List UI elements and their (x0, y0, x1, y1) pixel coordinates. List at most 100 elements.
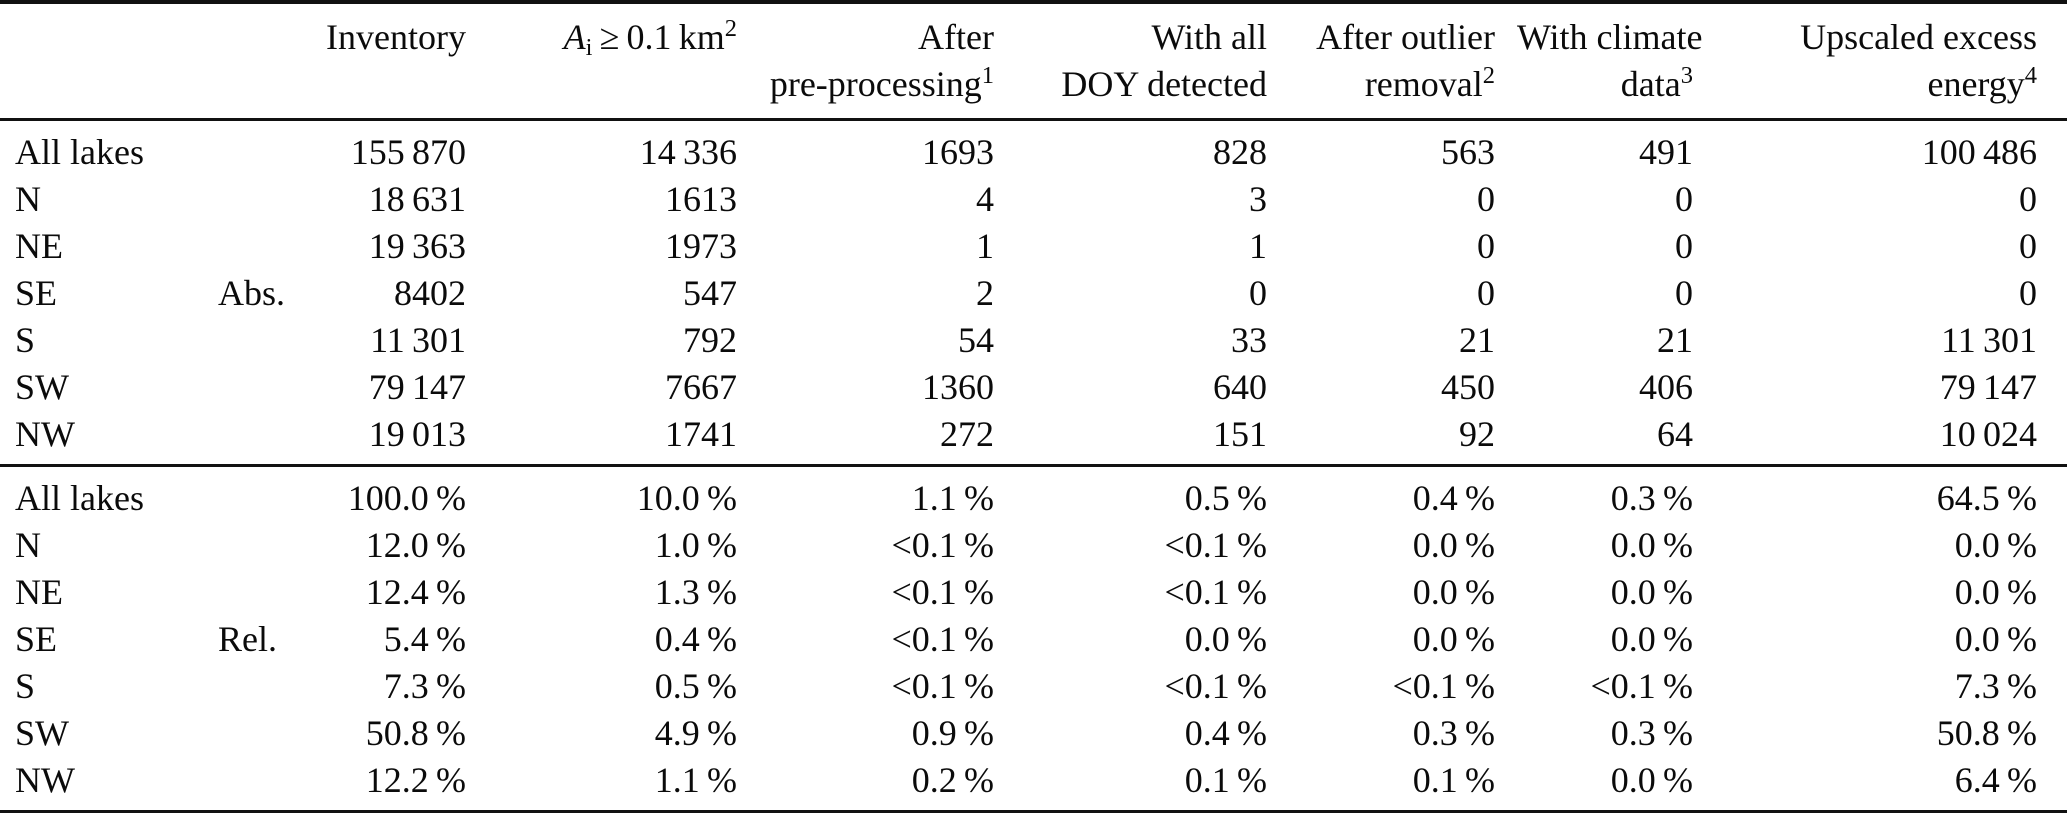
value-cell: 0 (1477, 225, 1495, 266)
value-cell: 79 147 (1939, 366, 2037, 407)
region-cell: SW (15, 366, 69, 407)
value-cell: 4.9 % (654, 712, 737, 753)
value-cell: 21 (1459, 319, 1495, 360)
value-cell: 1741 (665, 413, 737, 454)
value-cell: 792 (683, 319, 737, 360)
value-cell: 0.0 % (1954, 571, 2037, 612)
value-cell: 50.8 % (365, 712, 466, 753)
value-cell: 491 (1639, 131, 1693, 172)
value-cell: 563 (1441, 131, 1495, 172)
value-cell: 7667 (665, 366, 737, 407)
value-cell: 450 (1441, 366, 1495, 407)
value-cell: 0.1 % (1184, 759, 1267, 800)
col-header-inventory: Inventory (280, 2, 488, 120)
value-cell: 0.5 % (654, 665, 737, 706)
value-cell: 0.4 % (654, 618, 737, 659)
absolute-values-section: All lakes 155 870 14 336 1693 828 563 49… (0, 120, 2067, 466)
section-type-cell (170, 410, 280, 466)
region-cell: SW (15, 712, 69, 753)
value-cell: 828 (1213, 131, 1267, 172)
value-cell: <0.1 % (1590, 665, 1694, 706)
value-cell: 0.0 % (1184, 618, 1267, 659)
value-cell: 0.9 % (911, 712, 994, 753)
table-row: NE 19 363 1973 1 1 0 0 0 (0, 222, 2067, 269)
section-type-cell (170, 175, 280, 222)
value-cell: 0.2 % (911, 759, 994, 800)
value-cell: 11 301 (1941, 319, 2037, 360)
value-cell: 8402 (394, 272, 466, 313)
region-cell: SE (15, 272, 58, 313)
region-cell: SE (15, 618, 58, 659)
region-cell: N (15, 178, 41, 219)
value-cell: 100 486 (1921, 131, 2037, 172)
relative-values-section: All lakes 100.0 % 10.0 % 1.1 % 0.5 % 0.4… (0, 465, 2067, 813)
value-cell: 7.3 % (1954, 665, 2037, 706)
col-header-region (0, 2, 170, 120)
section-type-cell (170, 466, 280, 522)
value-cell: 0.4 % (1184, 712, 1267, 753)
table-row: NW 12.2 % 1.1 % 0.2 % 0.1 % 0.1 % 0.0 % … (0, 756, 2067, 812)
table-row: All lakes 100.0 % 10.0 % 1.1 % 0.5 % 0.4… (0, 466, 2067, 522)
value-cell: 151 (1213, 413, 1267, 454)
value-cell: 0 (1249, 272, 1267, 313)
math-subscript: i (585, 34, 593, 62)
value-cell: 0.3 % (1610, 477, 1693, 518)
section-type-cell (170, 568, 280, 615)
value-cell: 0 (2019, 272, 2037, 313)
header-label: Inventory (326, 17, 466, 57)
value-cell: 272 (940, 413, 994, 454)
value-cell: 64 (1657, 413, 1693, 454)
value-cell: 79 147 (368, 366, 466, 407)
region-cell: NW (15, 413, 75, 454)
value-cell: 6.4 % (1954, 759, 2037, 800)
value-cell: 7.3 % (383, 665, 466, 706)
value-cell: 0.3 % (1412, 712, 1495, 753)
value-cell: <0.1 % (1164, 665, 1268, 706)
value-cell: 3 (1249, 178, 1267, 219)
value-cell: 1613 (665, 178, 737, 219)
section-type-cell (170, 222, 280, 269)
header-line1: With climate (1517, 17, 1703, 57)
value-cell: 10.0 % (636, 477, 737, 518)
value-cell: <0.1 % (891, 571, 995, 612)
region-cell: N (15, 524, 41, 565)
value-cell: 1973 (665, 225, 737, 266)
table-row: All lakes 155 870 14 336 1693 828 563 49… (0, 120, 2067, 176)
table-row: S 11 301 792 54 33 21 21 11 301 (0, 316, 2067, 363)
table-row: SE Abs. 8402 547 2 0 0 0 0 (0, 269, 2067, 316)
col-header-type (170, 2, 280, 120)
table-row: SW 79 147 7667 1360 640 450 406 79 147 (0, 363, 2067, 410)
region-cell: S (15, 665, 36, 706)
value-cell: 0 (1675, 225, 1693, 266)
value-cell: 0.3 % (1610, 712, 1693, 753)
header-line1: With all (1151, 17, 1267, 57)
value-cell: 0.0 % (1412, 571, 1495, 612)
value-cell: 12.2 % (365, 759, 466, 800)
footnote-marker: 3 (1680, 61, 1693, 89)
value-cell: <0.1 % (891, 618, 995, 659)
value-cell: 50.8 % (1936, 712, 2037, 753)
value-cell: 0 (1477, 178, 1495, 219)
section-type-cell (170, 662, 280, 709)
value-cell: 0 (1675, 178, 1693, 219)
header-line1: After (918, 17, 994, 57)
value-cell: <0.1 % (891, 524, 995, 565)
value-cell: 155 870 (350, 131, 466, 172)
value-cell: 0 (1477, 272, 1495, 313)
value-cell: 0.0 % (1954, 618, 2037, 659)
value-cell: 0.5 % (1184, 477, 1267, 518)
value-cell: 1.0 % (654, 524, 737, 565)
header-line2: DOY detected (1061, 64, 1267, 104)
header-line1: Upscaled excess (1800, 17, 2037, 57)
header-line1: After outlier (1316, 17, 1495, 57)
value-cell: 0.0 % (1610, 571, 1693, 612)
value-cell: 4 (976, 178, 994, 219)
header-row: Inventory Ai ≥ 0.1 km2 After pre-process… (0, 2, 2067, 120)
value-cell: 19 013 (368, 413, 466, 454)
section-type-cell (170, 709, 280, 756)
value-cell: <0.1 % (1164, 524, 1268, 565)
footnote-marker: 1 (981, 61, 994, 89)
table-row: NW 19 013 1741 272 151 92 64 10 024 (0, 410, 2067, 466)
value-cell: 10 024 (1939, 413, 2037, 454)
